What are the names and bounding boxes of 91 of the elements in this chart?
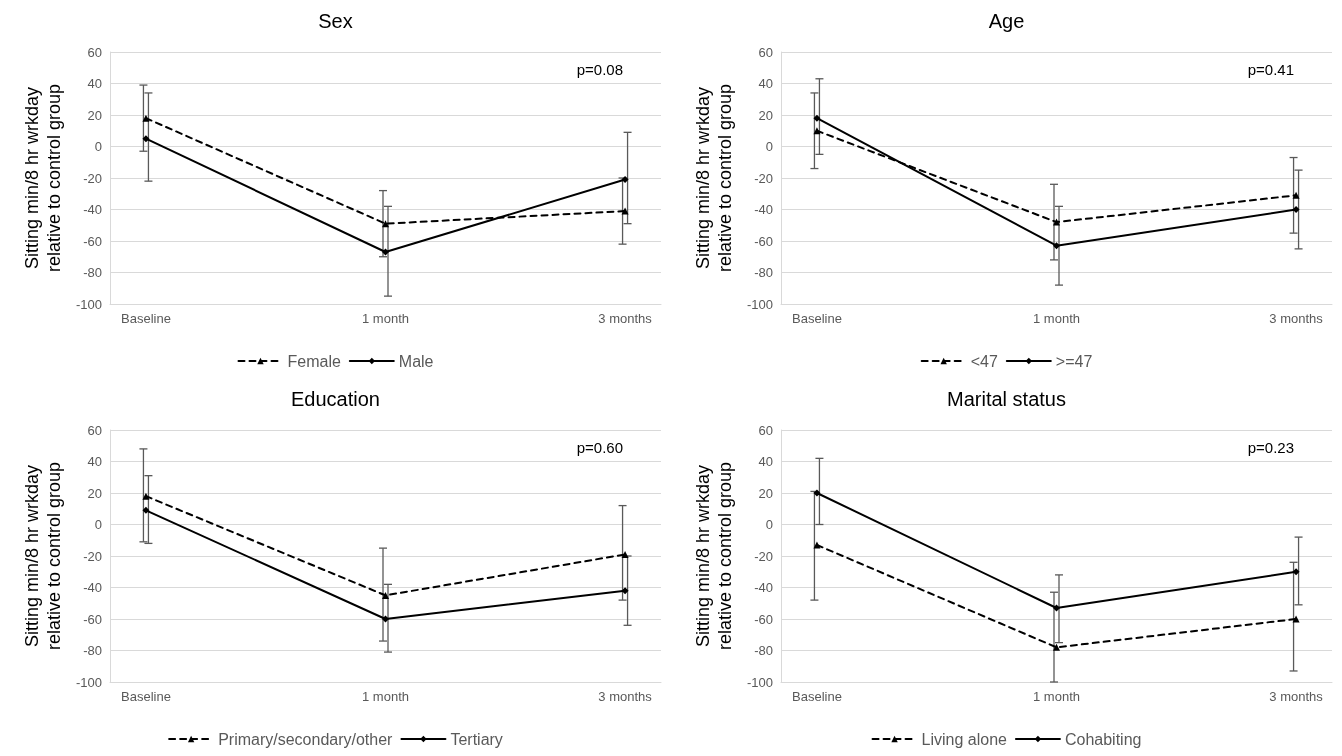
point	[621, 176, 629, 184]
point	[813, 114, 821, 122]
point	[1292, 568, 1300, 576]
point	[142, 135, 150, 143]
point	[813, 489, 821, 497]
annotation: p=0.60	[576, 439, 623, 456]
y-tick-label: -100	[746, 674, 773, 690]
y-tick-label: 0	[765, 139, 773, 154]
y-tick-label: -20	[754, 548, 773, 564]
y-tick-label: -100	[75, 296, 102, 312]
y-tick-label: 40	[758, 76, 773, 91]
y-tick-label: 60	[87, 44, 102, 60]
y-tick-label: 0	[94, 139, 102, 154]
y-tick-label: -40	[83, 202, 102, 217]
y-tick-label: -60	[754, 233, 773, 249]
legend-label: Cohabiting	[1064, 730, 1142, 748]
y-tick-label: 40	[758, 454, 773, 469]
y-tick-label: 40	[87, 454, 102, 469]
point	[1053, 643, 1060, 651]
x-tick-label: 1 month	[1033, 689, 1080, 704]
chart-title: Sex	[318, 10, 353, 32]
point	[382, 248, 389, 256]
point	[382, 615, 389, 623]
y-tick-label: -20	[83, 548, 102, 564]
point	[621, 587, 629, 595]
x-tick-label: 3 months	[598, 689, 653, 704]
point	[621, 207, 629, 215]
legend-label: Primary/secondary/other	[218, 730, 394, 748]
point	[1292, 206, 1300, 213]
y-tick-label: -80	[754, 265, 773, 280]
legend-label: <47	[970, 352, 998, 370]
point	[1053, 242, 1060, 250]
x-tick-label: 1 month	[1033, 311, 1080, 326]
x-tick-label: Baseline	[792, 311, 842, 326]
legend-label: Male	[398, 352, 434, 370]
y-tick-label: 20	[87, 107, 102, 123]
point	[382, 220, 389, 228]
y-tick-label: 0	[765, 517, 773, 532]
y-axis-title: Sitting min/8 hr wrkday relative to control group	[22, 83, 65, 273]
y-tick-label: -100	[75, 674, 102, 690]
y-tick-label: -20	[83, 170, 102, 186]
y-tick-label: 60	[87, 422, 102, 438]
x-tick-label: 1 month	[362, 311, 409, 326]
y-tick-label: 20	[758, 107, 773, 123]
y-tick-label: 60	[758, 422, 773, 438]
point	[382, 591, 389, 599]
y-tick-label: -100	[746, 296, 773, 312]
chart-title: Marital status	[947, 388, 1066, 410]
x-tick-label: 3 months	[1269, 311, 1324, 326]
y-axis-title: Sitting min/8 hr wrkday relative to control group	[22, 461, 65, 651]
point	[1292, 191, 1300, 199]
annotation: p=0.23	[1247, 439, 1294, 456]
y-tick-label: 20	[87, 485, 102, 501]
point	[621, 550, 629, 558]
y-tick-label: -60	[754, 611, 773, 627]
annotation: p=0.41	[1247, 61, 1294, 78]
point	[1053, 218, 1060, 226]
y-axis-title: Sitting min/8 hr wrkday relative to control group	[693, 461, 736, 651]
y-tick-label: -20	[754, 170, 773, 186]
y-tick-label: -60	[83, 233, 102, 249]
legend-label: >=47	[1055, 352, 1093, 370]
legend-label: Tertiary	[450, 730, 503, 748]
point	[142, 492, 150, 500]
y-tick-label: 40	[87, 76, 102, 91]
annotation: p=0.08	[576, 61, 623, 78]
y-tick-label: -60	[83, 611, 102, 627]
point	[142, 114, 150, 122]
y-tick-label: -40	[754, 580, 773, 595]
y-tick-label: 60	[758, 44, 773, 60]
legend-label: Female	[287, 352, 341, 370]
x-tick-label: 3 months	[1269, 689, 1324, 704]
chart-title: Age	[988, 10, 1025, 32]
y-tick-label: 20	[758, 485, 773, 501]
chart-title: Education	[291, 388, 380, 410]
point	[1292, 615, 1300, 623]
point	[813, 127, 821, 135]
y-tick-label: -80	[83, 643, 102, 658]
y-tick-label: -40	[754, 202, 773, 217]
legend-label: Living alone	[921, 730, 1008, 748]
y-tick-label: -40	[83, 580, 102, 595]
point	[1053, 604, 1060, 612]
y-tick-label: 0	[94, 517, 102, 532]
y-tick-label: -80	[754, 643, 773, 658]
x-tick-label: Baseline	[121, 689, 171, 704]
x-tick-label: 3 months	[598, 311, 653, 326]
y-axis-title: Sitting min/8 hr wrkday relative to control group	[693, 83, 736, 273]
x-tick-label: Baseline	[121, 311, 171, 326]
x-tick-label: Baseline	[792, 689, 842, 704]
x-tick-label: 1 month	[362, 689, 409, 704]
point	[142, 506, 150, 514]
y-tick-label: -80	[83, 265, 102, 280]
